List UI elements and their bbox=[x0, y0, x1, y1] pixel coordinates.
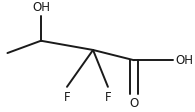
Text: F: F bbox=[64, 91, 70, 104]
Text: F: F bbox=[105, 91, 111, 104]
Text: O: O bbox=[129, 97, 139, 110]
Text: OH: OH bbox=[175, 54, 193, 67]
Text: OH: OH bbox=[32, 1, 50, 14]
